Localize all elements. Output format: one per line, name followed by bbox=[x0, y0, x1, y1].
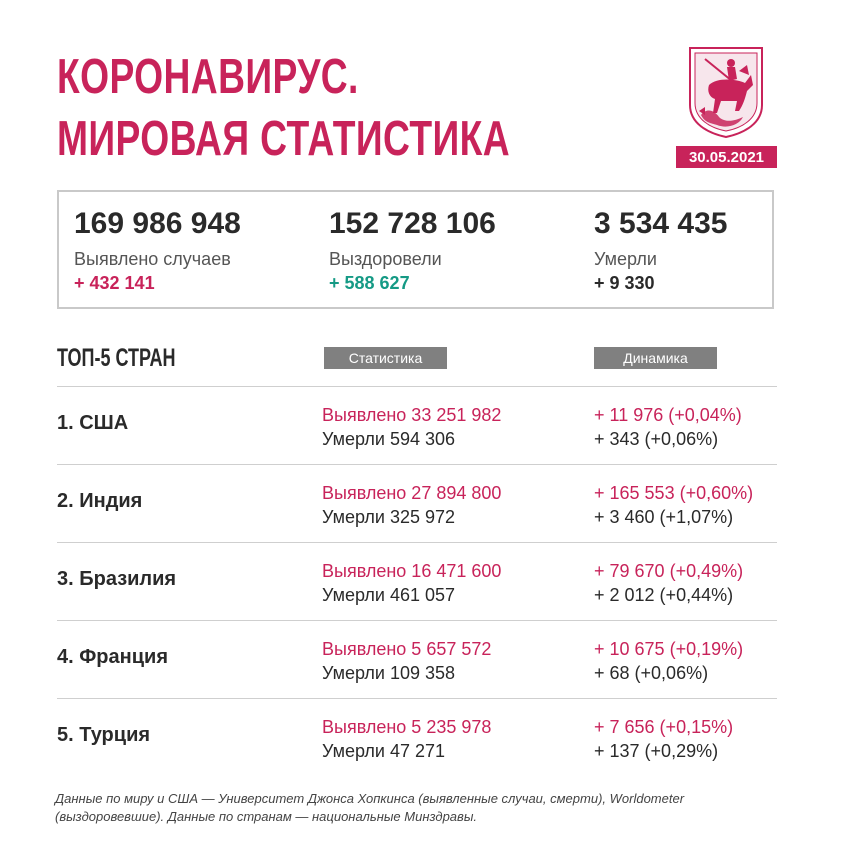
stat-column-header: Статистика bbox=[324, 347, 447, 369]
country-stats: Выявлено 27 894 800 Умерли 325 972 bbox=[322, 481, 501, 529]
cases-delta-value: + 11 976 (+0,04%) bbox=[594, 405, 742, 425]
deaths-value: Умерли 594 306 bbox=[322, 429, 456, 449]
countries-table: 1. США Выявлено 33 251 982 Умерли 594 30… bbox=[57, 386, 777, 776]
dynamics-column-header: Динамика bbox=[594, 347, 717, 369]
deaths-value: Умерли 47 271 bbox=[322, 741, 446, 761]
cases-value: Выявлено 33 251 982 bbox=[322, 405, 502, 425]
deaths-value: Умерли 461 057 bbox=[322, 585, 456, 605]
summary-recovered: 152 728 106 Выздоровели + 588 627 bbox=[329, 206, 496, 294]
deaths-label: Умерли bbox=[594, 249, 657, 269]
title-line-1: КОРОНАВИРУС. bbox=[57, 50, 359, 104]
cases-delta-value: + 165 553 (+0,60%) bbox=[594, 483, 754, 503]
country-name: 1. США bbox=[57, 412, 129, 434]
cases-value: Выявлено 5 235 978 bbox=[322, 717, 492, 737]
country-name: 5. Турция bbox=[57, 724, 151, 746]
cases-delta-value: + 79 670 (+0,49%) bbox=[594, 561, 744, 581]
country-name: 4. Франция bbox=[57, 646, 168, 668]
deaths-delta: + 9 330 bbox=[594, 273, 655, 293]
deaths-delta-value: + 68 (+0,06%) bbox=[594, 663, 709, 683]
page-title: КОРОНАВИРУС. МИРОВАЯ СТАТИСТИКА bbox=[57, 46, 510, 170]
cases-label: Выявлено случаев bbox=[74, 249, 231, 269]
deaths-delta-value: + 2 012 (+0,44%) bbox=[594, 585, 734, 605]
country-dynamics: + 7 656 (+0,15%) + 137 (+0,29%) bbox=[594, 715, 733, 763]
cases-delta-value: + 7 656 (+0,15%) bbox=[594, 717, 734, 737]
cases-value: Выявлено 16 471 600 bbox=[322, 561, 502, 581]
deaths-total: 3 534 435 bbox=[594, 207, 728, 240]
country-stats: Выявлено 5 657 572 Умерли 109 358 bbox=[322, 637, 491, 685]
country-dynamics: + 79 670 (+0,49%) + 2 012 (+0,44%) bbox=[594, 559, 743, 607]
top5-heading: ТОП-5 СТРАН bbox=[57, 344, 176, 372]
deaths-delta-value: + 3 460 (+1,07%) bbox=[594, 507, 734, 527]
cases-value: Выявлено 5 657 572 bbox=[322, 639, 492, 659]
cases-delta: + 432 141 bbox=[74, 273, 155, 293]
footnote: Данные по миру и США — Университет Джонс… bbox=[55, 791, 685, 824]
moscow-coat-of-arms-icon bbox=[687, 45, 765, 139]
table-row: 2. Индия Выявлено 27 894 800 Умерли 325 … bbox=[57, 464, 777, 542]
table-row: 1. США Выявлено 33 251 982 Умерли 594 30… bbox=[57, 386, 777, 464]
deaths-delta-value: + 137 (+0,29%) bbox=[594, 741, 719, 761]
country-stats: Выявлено 16 471 600 Умерли 461 057 bbox=[322, 559, 501, 607]
title-line-2: МИРОВАЯ СТАТИСТИКА bbox=[57, 112, 511, 166]
country-stats: Выявлено 5 235 978 Умерли 47 271 bbox=[322, 715, 491, 763]
cases-total: 169 986 948 bbox=[74, 207, 241, 240]
table-row: 3. Бразилия Выявлено 16 471 600 Умерли 4… bbox=[57, 542, 777, 620]
country-dynamics: + 165 553 (+0,60%) + 3 460 (+1,07%) bbox=[594, 481, 753, 529]
date-badge: 30.05.2021 bbox=[676, 146, 777, 168]
deaths-value: Умерли 325 972 bbox=[322, 507, 456, 527]
deaths-delta-value: + 343 (+0,06%) bbox=[594, 429, 719, 449]
deaths-value: Умерли 109 358 bbox=[322, 663, 456, 683]
recovered-delta: + 588 627 bbox=[329, 273, 410, 293]
country-stats: Выявлено 33 251 982 Умерли 594 306 bbox=[322, 403, 501, 451]
recovered-label: Выздоровели bbox=[329, 249, 442, 269]
summary-deaths: 3 534 435 Умерли + 9 330 bbox=[594, 206, 727, 294]
table-row: 5. Турция Выявлено 5 235 978 Умерли 47 2… bbox=[57, 698, 777, 776]
cases-value: Выявлено 27 894 800 bbox=[322, 483, 502, 503]
summary-cases: 169 986 948 Выявлено случаев + 432 141 bbox=[74, 206, 241, 294]
country-dynamics: + 11 976 (+0,04%) + 343 (+0,06%) bbox=[594, 403, 742, 451]
recovered-total: 152 728 106 bbox=[329, 207, 496, 240]
country-dynamics: + 10 675 (+0,19%) + 68 (+0,06%) bbox=[594, 637, 743, 685]
table-row: 4. Франция Выявлено 5 657 572 Умерли 109… bbox=[57, 620, 777, 698]
world-summary-box: 169 986 948 Выявлено случаев + 432 141 1… bbox=[57, 190, 774, 309]
cases-delta-value: + 10 675 (+0,19%) bbox=[594, 639, 744, 659]
country-name: 2. Индия bbox=[57, 490, 143, 512]
country-name: 3. Бразилия bbox=[57, 568, 177, 590]
